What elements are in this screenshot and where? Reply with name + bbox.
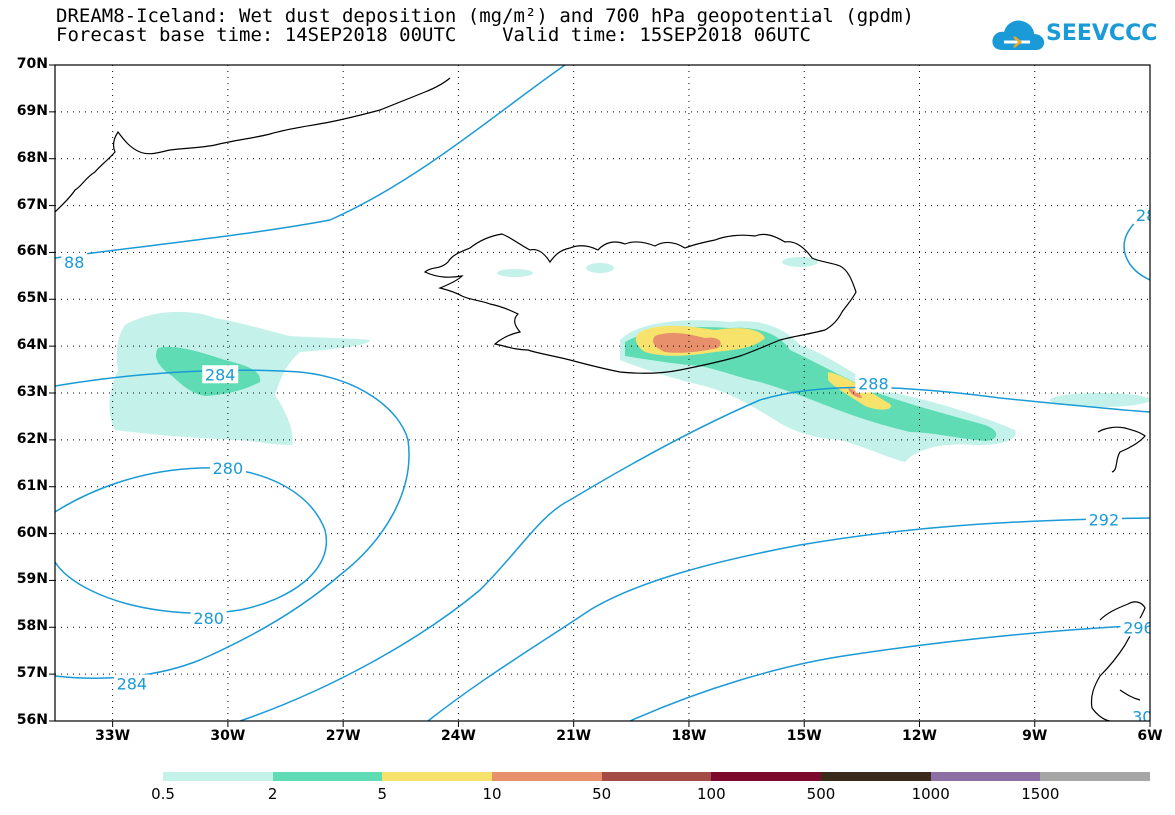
color-legend	[163, 772, 1151, 781]
contour-label: 28	[1133, 205, 1156, 225]
legend-swatch	[930, 772, 1041, 781]
contour-label: 284	[113, 674, 150, 694]
lat-label: 60N	[16, 524, 48, 541]
iceland-coast	[423, 233, 857, 374]
dust-deposition-field	[109, 257, 1150, 462]
legend-swatch	[821, 772, 931, 781]
legend-label: 500	[806, 785, 836, 803]
svg-text:88: 88	[64, 253, 84, 272]
contour-line	[427, 517, 1150, 721]
contour-line	[55, 467, 328, 614]
contour-label: 288	[855, 374, 892, 394]
svg-text:284: 284	[205, 365, 236, 384]
coastlines	[55, 77, 1146, 721]
lat-label: 68N	[16, 149, 48, 166]
contour-label: 88	[61, 253, 88, 272]
legend-label: 50	[592, 785, 612, 803]
lat-label: 58N	[16, 618, 48, 635]
lat-label: 57N	[16, 665, 48, 682]
contour-labels: 284 280 280 284 288 292 88 28 296 30	[61, 205, 1156, 726]
seevccc-logo: SEEVCCC	[990, 14, 1157, 56]
map-subtitle: Forecast base time: 14SEP2018 00UTC Vali…	[56, 24, 811, 46]
dust-patch-west-iceland	[497, 269, 533, 277]
svg-text:296: 296	[1123, 618, 1154, 637]
svg-text:28: 28	[1136, 206, 1156, 225]
contour-line	[629, 624, 1150, 721]
svg-text:280: 280	[193, 609, 224, 628]
legend-swatch	[163, 772, 273, 781]
svg-text:288: 288	[858, 375, 889, 394]
lat-label: 62N	[16, 430, 48, 447]
svg-text:284: 284	[117, 675, 148, 694]
lon-label: 6W	[1137, 728, 1163, 744]
lon-label: 24W	[440, 728, 476, 744]
lat-label: 65N	[16, 290, 48, 307]
scotland-coast	[1090, 601, 1146, 721]
legend-swatch	[1040, 772, 1151, 781]
contour-label: 284	[202, 365, 239, 384]
lon-label: 12W	[902, 728, 937, 744]
lat-label: 67N	[16, 196, 48, 213]
lat-label: 69N	[16, 102, 48, 119]
dust-plume-east-orange-south	[848, 388, 862, 398]
legend-swatch	[601, 772, 712, 781]
legend-label: 1000	[911, 785, 950, 803]
map-title: DREAM8-Iceland: Wet dust deposition (mg/…	[56, 5, 914, 27]
dust-plume-east-medium	[625, 326, 997, 441]
contour-line	[55, 65, 566, 259]
lon-label: 27W	[325, 728, 361, 744]
lat-label: 70N	[16, 56, 48, 72]
lon-label: 33W	[95, 728, 131, 744]
legend-swatch	[492, 772, 602, 781]
legend-label: 1500	[1021, 785, 1060, 803]
greenland-coast	[55, 77, 451, 213]
logo-text: SEEVCCC	[1046, 21, 1158, 46]
lat-label: 59N	[16, 571, 48, 588]
legend-swatch	[382, 772, 493, 781]
lon-label: 21W	[556, 728, 592, 744]
lat-label: 64N	[16, 337, 48, 354]
lon-label: 18W	[671, 728, 707, 744]
dust-patch-northeast	[782, 257, 818, 267]
contour-line	[239, 386, 1150, 721]
contour-label: 296	[1120, 618, 1154, 637]
contour-line	[55, 369, 410, 680]
geopotential-contours	[55, 65, 1150, 721]
faroe-shetland-coast	[1097, 426, 1146, 473]
lon-label: 9W	[1022, 728, 1048, 744]
lat-label: 66N	[16, 243, 48, 260]
legend-label: 2	[267, 785, 278, 803]
svg-text:292: 292	[1089, 511, 1120, 530]
legend-label: 5	[377, 785, 388, 803]
lat-label: 63N	[16, 384, 48, 400]
lon-label: 30W	[210, 728, 246, 744]
legend-label: 10	[482, 785, 502, 803]
cloud-icon	[992, 20, 1045, 50]
dust-patch-east	[1050, 393, 1150, 407]
contour-label: 30	[1129, 707, 1152, 726]
contour-label: 292	[1085, 510, 1122, 530]
svg-text:30: 30	[1132, 707, 1152, 726]
svg-text:280: 280	[213, 459, 244, 478]
dust-patch-north	[586, 263, 614, 273]
contour-label: 280	[190, 608, 227, 628]
lat-label: 56N	[16, 712, 48, 728]
legend-label: 0.5	[151, 785, 175, 803]
lat-label: 61N	[16, 477, 48, 494]
legend-swatch	[711, 772, 822, 781]
axis-ticks	[49, 64, 1151, 727]
contour-label: 280	[209, 458, 246, 478]
legend-swatch	[272, 772, 383, 781]
legend-label: 100	[697, 785, 726, 803]
lon-label: 15W	[786, 728, 822, 744]
dust-plume-east-orange	[653, 332, 721, 353]
